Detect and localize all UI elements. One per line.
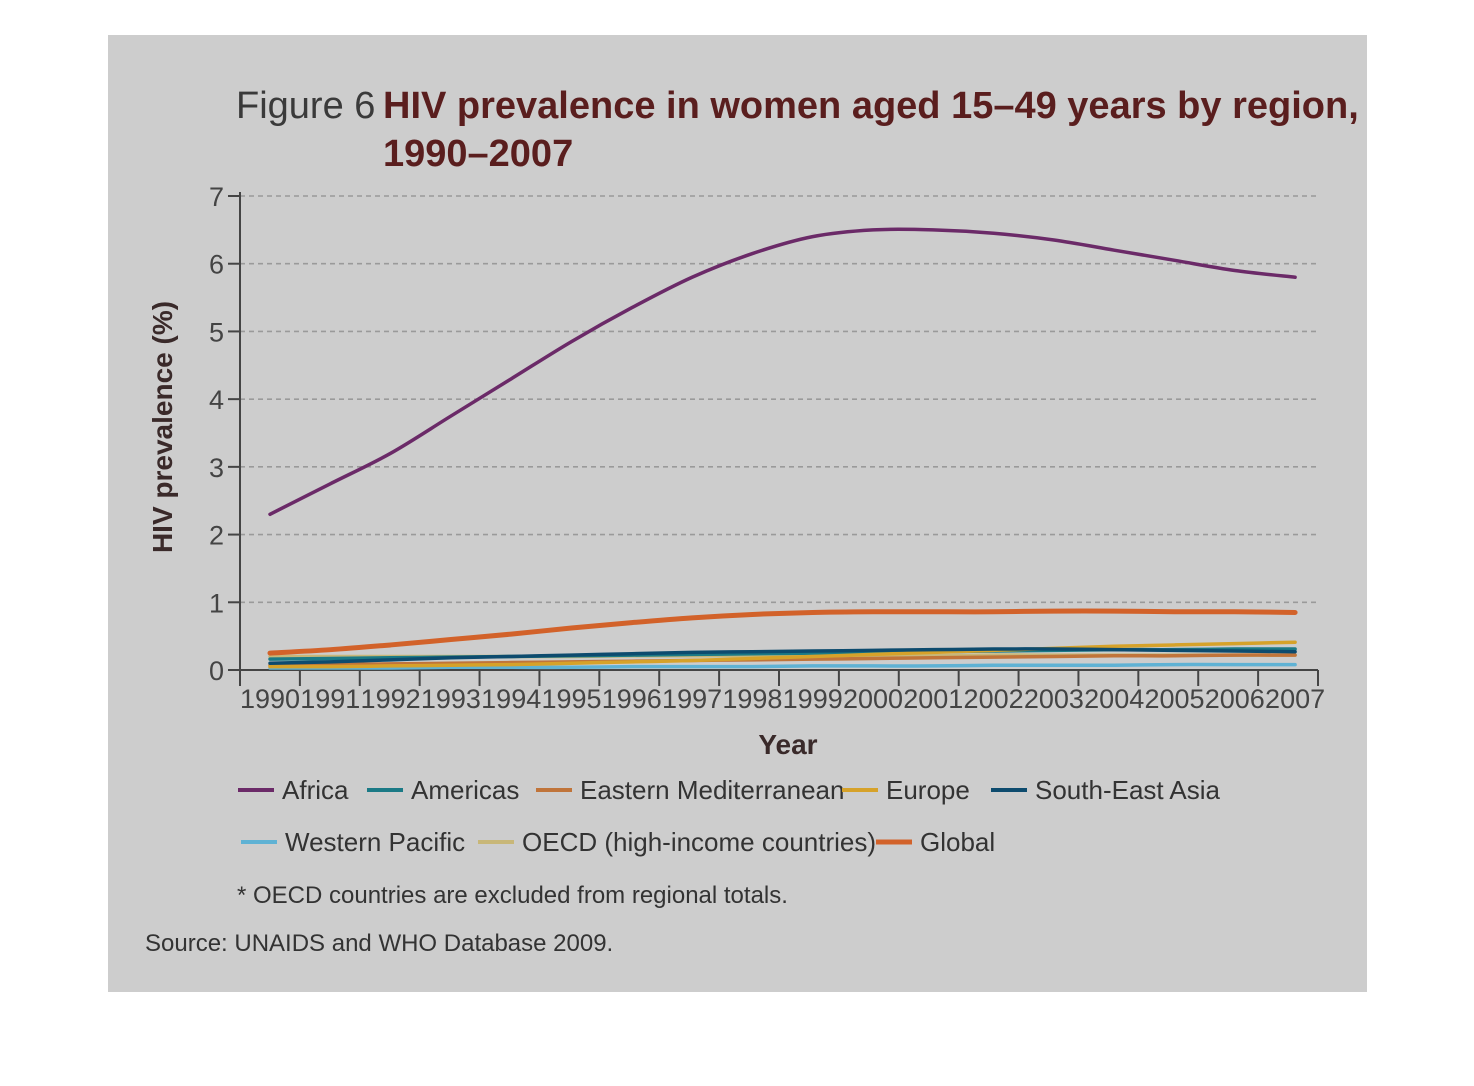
x-tick-label: 1994 (481, 684, 541, 714)
x-tick-label: 1998 (722, 684, 782, 714)
x-tick-label: 1990 (240, 684, 300, 714)
source-note: Source: UNAIDS and WHO Database 2009. (145, 930, 613, 957)
series-line-europe (268, 640, 1297, 669)
series-line-global (267, 608, 1298, 656)
y-tick-label: 0 (209, 656, 224, 686)
series-line-africa (268, 227, 1297, 517)
chart-title: HIV prevalence in women aged 15–49 years… (383, 85, 1359, 127)
legend: Africa Americas Eastern Mediterranean Europ… (238, 775, 1221, 857)
x-tick-label: 2006 (1205, 684, 1265, 714)
legend-label-oecd-high-income-countries: OECD (high-income countries) (522, 827, 876, 857)
series-line-south-east-asia (268, 647, 1297, 665)
chart-panel (108, 35, 1367, 992)
legend-label-eastern-mediterranean: Eastern Mediterranean (580, 775, 844, 805)
chart-title-line2: 1990–2007 (383, 133, 573, 175)
series-line-eastern-mediterranean (268, 653, 1297, 668)
legend-label-south-east-asia: South-East Asia (1035, 775, 1221, 805)
y-tick-label: 1 (209, 588, 224, 618)
legend-label-western-pacific: Western Pacific (285, 827, 465, 857)
y-tick-label: 5 (209, 317, 224, 347)
x-tick-label: 2003 (1024, 684, 1084, 714)
x-tick-label: 1991 (300, 684, 360, 714)
x-tick-label: 1999 (783, 684, 843, 714)
legend-label-global: Global (920, 827, 995, 857)
y-tick-label: 6 (209, 250, 224, 280)
x-tick-label: 2001 (903, 684, 963, 714)
x-tick-label: 2005 (1144, 684, 1204, 714)
x-tick-label: 2000 (843, 684, 903, 714)
x-tick-label: 2004 (1084, 684, 1144, 714)
x-tick-label: 2002 (964, 684, 1024, 714)
legend-label-africa: Africa (282, 775, 349, 805)
series-lines (267, 227, 1298, 670)
y-tick-label: 4 (209, 385, 224, 415)
x-tick-label: 1992 (361, 684, 421, 714)
x-tick-label: 1996 (602, 684, 662, 714)
x-axis-label: Year (758, 729, 817, 760)
y-tick-label: 3 (209, 453, 224, 483)
x-tick-label: 2007 (1265, 684, 1325, 714)
y-tick-label: 7 (209, 182, 224, 212)
figure-label: Figure 6 (236, 85, 375, 127)
x-tick-label: 1997 (662, 684, 722, 714)
legend-label-americas: Americas (411, 775, 519, 805)
series-line-western-pacific (268, 662, 1297, 670)
legend-label-europe: Europe (886, 775, 970, 805)
svg-text:Figure 6: Figure 6 (236, 85, 375, 127)
x-tick-label: 1995 (541, 684, 601, 714)
x-tick-label: 1993 (421, 684, 481, 714)
axes: 0 1 2 3 4 5 6 7 1990 1991 1992 1993 1994 1995 1996 1997… (209, 182, 1325, 714)
y-axis-label: HIV prevalence (%) (147, 301, 178, 553)
y-tick-label: 2 (209, 521, 224, 551)
footnote: * OECD countries are excluded from regio… (237, 882, 788, 909)
